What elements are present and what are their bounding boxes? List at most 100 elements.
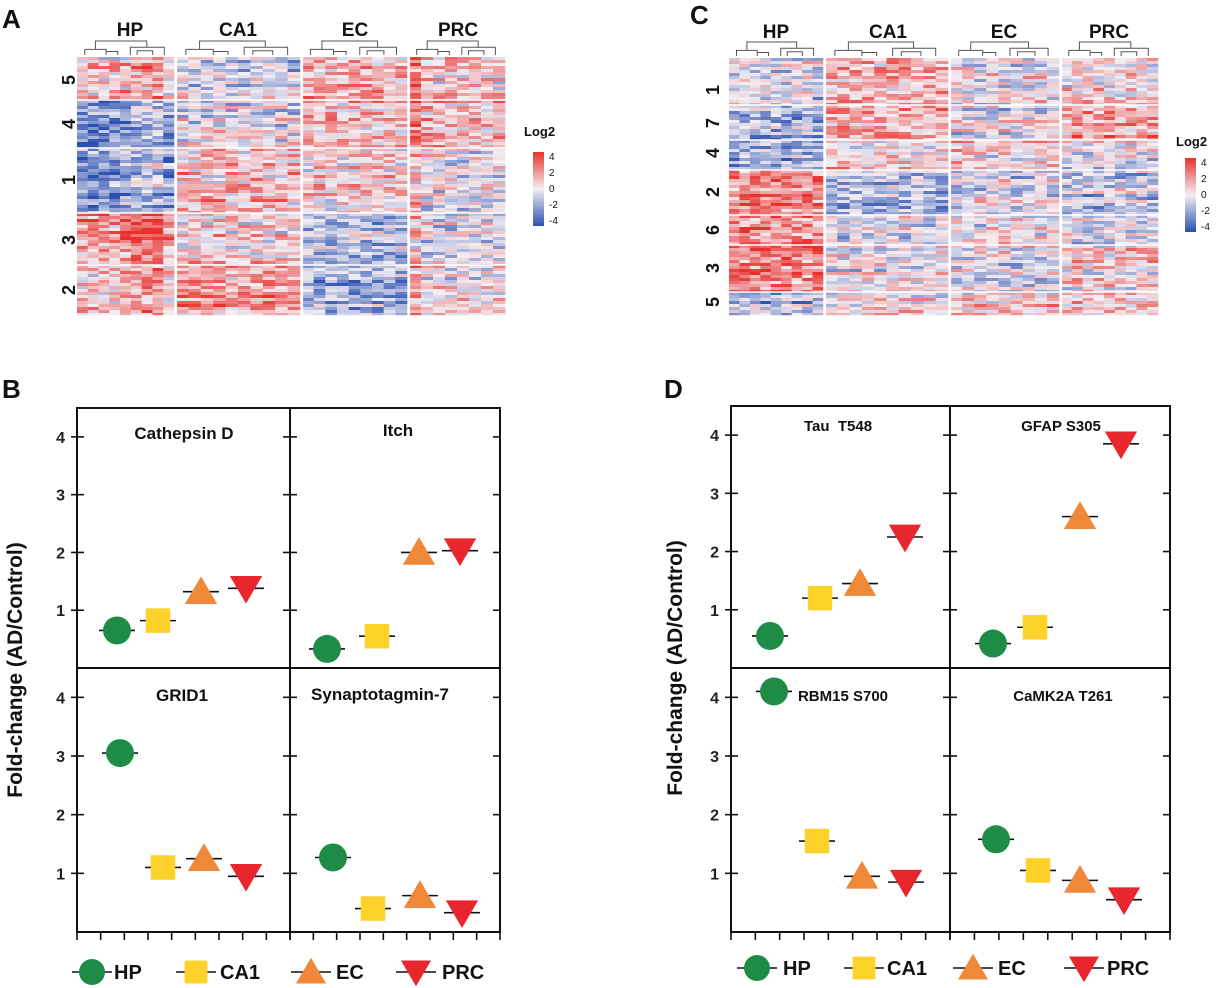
heatmap-cell: [739, 85, 751, 89]
heatmap-cell: [421, 96, 434, 100]
heatmap-cell: [825, 70, 838, 74]
heatmap-cell: [923, 257, 936, 261]
heatmap-cell: [445, 231, 458, 235]
heatmap-cell: [791, 170, 803, 174]
heatmap-cell: [348, 106, 361, 110]
heatmap-cell: [130, 283, 142, 287]
heatmap-cell: [302, 175, 314, 179]
heatmap-cell: [457, 63, 470, 67]
heatmap-cell: [360, 231, 373, 235]
heatmap-cell: [421, 63, 434, 67]
heatmap-cell: [739, 123, 751, 127]
heatmap-cell: [250, 66, 264, 70]
heatmap-cell: [812, 152, 824, 156]
heatmap-cell: [729, 221, 740, 225]
heatmap-cell: [313, 130, 326, 134]
heatmap-cell: [360, 286, 373, 290]
heatmap-cell: [238, 199, 251, 203]
heatmap-cell: [849, 173, 863, 177]
heatmap-cell: [325, 196, 338, 200]
heatmap-cell: [481, 175, 494, 179]
heatmap-cell: [911, 64, 924, 68]
heatmap-cell: [457, 145, 470, 149]
heatmap-cell: [163, 100, 175, 104]
heatmap-cell: [163, 187, 175, 191]
heatmap-cell: [163, 271, 175, 275]
heatmap-cell: [781, 114, 792, 118]
heatmap-cell: [141, 211, 153, 214]
heatmap-cell: [130, 199, 142, 203]
heatmap-cell: [802, 161, 813, 165]
heatmap-cell: [749, 221, 761, 225]
heatmap-cell: [812, 236, 824, 240]
heatmap-cell: [141, 130, 153, 134]
heatmap-cell: [433, 93, 446, 97]
heatmap-cell: [238, 289, 251, 293]
heatmap-cell: [837, 129, 850, 133]
heatmap-cell: [802, 212, 813, 216]
heatmap-cell: [935, 227, 949, 231]
heatmap-cell: [395, 280, 408, 284]
heatmap-cell: [950, 58, 963, 62]
heatmap-cell: [886, 94, 900, 98]
heatmap-cell: [188, 237, 202, 241]
heatmap-cell: [849, 140, 863, 144]
heatmap-cell: [188, 145, 202, 149]
heatmap-cell: [421, 151, 434, 155]
heatmap-cell: [238, 63, 251, 67]
heatmap-cell: [861, 73, 875, 77]
heatmap-cell: [898, 155, 912, 159]
heatmap-cell: [262, 151, 276, 155]
heatmap-cell: [225, 169, 239, 173]
heatmap-cell: [445, 271, 458, 275]
heatmap-cell: [911, 182, 924, 186]
heatmap-cell: [770, 194, 782, 198]
heatmap-cell: [275, 96, 288, 100]
heatmap-cell: [188, 160, 202, 164]
heatmap-cell: [781, 105, 792, 109]
heatmap-cell: [313, 310, 326, 314]
heatmap-cell: [163, 175, 175, 179]
heatmap-cell: [302, 219, 314, 223]
heatmap-cell: [77, 190, 89, 194]
heatmap-cell: [986, 100, 999, 104]
heatmap-cell: [729, 266, 740, 270]
heatmap-cell: [163, 249, 175, 253]
heatmap-cell: [275, 160, 288, 164]
heatmap-cell: [729, 158, 740, 162]
heatmap-cell: [337, 81, 349, 85]
heatmap-cell: [188, 222, 202, 226]
heatmap-cell: [163, 90, 175, 94]
heatmap-cell: [911, 292, 924, 296]
dendrogram-branch: [84, 40, 165, 55]
heatmap-cell: [87, 127, 99, 131]
heatmap-cell: [770, 290, 782, 293]
heatmap-cell: [825, 111, 838, 115]
heatmap-cell: [445, 81, 458, 85]
heatmap-cell: [141, 225, 153, 229]
heatmap-cell: [421, 213, 434, 217]
heatmap-cell: [383, 115, 396, 119]
heatmap-cell: [409, 151, 422, 155]
heatmap-cell: [395, 213, 408, 217]
heatmap-cell: [469, 160, 482, 164]
heatmap-cell: [337, 237, 349, 241]
heatmap-cell: [372, 184, 384, 188]
heatmap-cell: [1046, 70, 1060, 74]
heatmap-cell: [348, 72, 361, 76]
heatmap-cell: [911, 257, 924, 261]
heatmap-cell: [469, 112, 482, 116]
heatmap-cell: [200, 172, 214, 176]
heatmap-cell: [874, 135, 887, 139]
heatmap-cell: [337, 169, 349, 173]
heatmap-a-region-ca1: CA1: [219, 20, 257, 41]
heatmap-cell: [262, 202, 276, 206]
heatmap-cell: [360, 112, 373, 116]
heatmap-cell: [163, 109, 175, 113]
heatmap-cell: [421, 127, 434, 131]
heatmap-cell: [457, 112, 470, 116]
heatmap-cell: [200, 193, 214, 197]
heatmap-cell: [130, 252, 142, 256]
heatmap-cell: [325, 60, 338, 64]
heatmap-cell: [886, 257, 900, 261]
